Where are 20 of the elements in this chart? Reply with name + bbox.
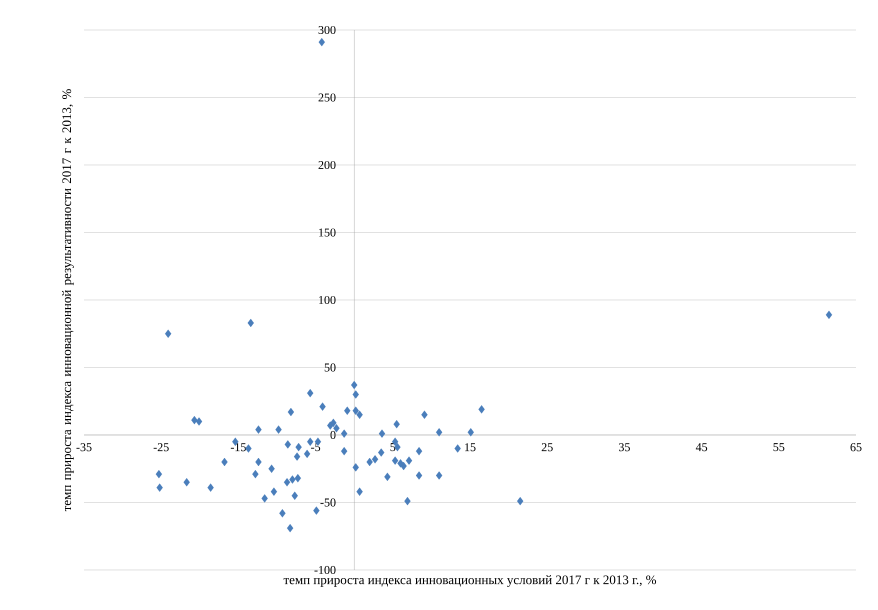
y-tick-label: 150	[319, 228, 336, 237]
x-tick-label: 15	[465, 443, 476, 452]
y-tick-label: -50	[320, 498, 336, 507]
y-tick-label: 100	[319, 296, 336, 304]
x-tick-label: 55	[773, 443, 784, 452]
x-tick-label: 25	[542, 443, 553, 452]
x-tick-label: -35	[76, 443, 92, 452]
x-axis-title: темп прироста индекса инновационных условий 2017 г к 2013 г., %	[284, 575, 656, 587]
y-tick-label: 300	[318, 26, 336, 34]
y-tick-label: 50	[324, 363, 336, 372]
x-tick-label: 35	[618, 443, 630, 452]
x-tick-label: 65	[850, 443, 862, 452]
y-tick-label: 200	[318, 160, 336, 170]
y-tick-label: 250	[318, 93, 336, 102]
x-tick-label: -15	[230, 443, 246, 452]
y-axis-title: темп прироста индекса инновационной результативности 2017 г к 2013, %	[62, 89, 74, 512]
y-tick-label: -100	[314, 566, 336, 574]
y-tick-label: 0	[330, 430, 336, 440]
x-tick-label: -25	[154, 443, 169, 452]
x-tick-label: 45	[696, 443, 708, 452]
